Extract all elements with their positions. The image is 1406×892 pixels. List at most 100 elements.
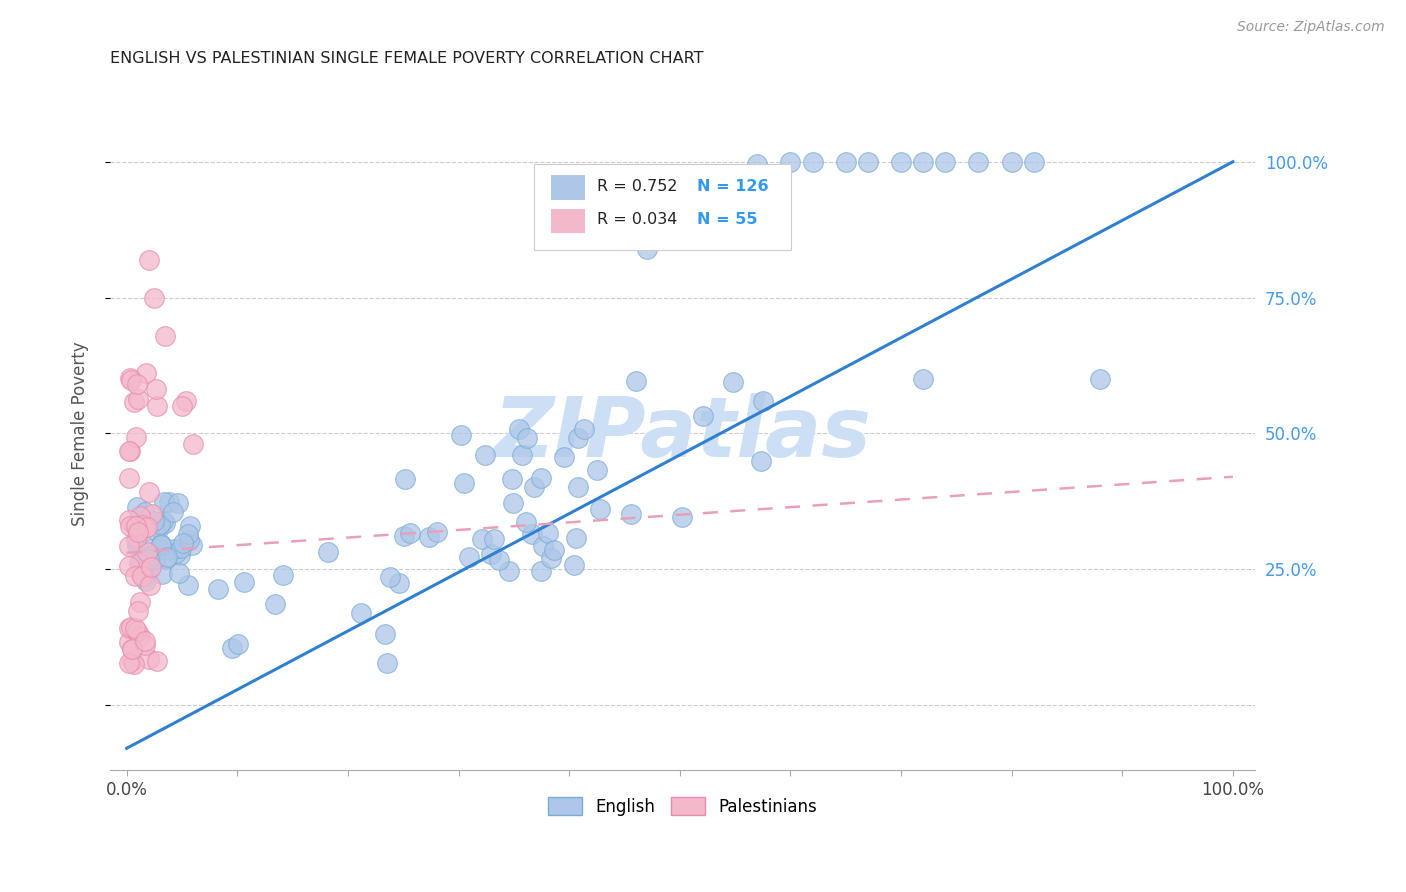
Point [318,545,340,559]
Point [166,496,188,510]
Point [170,399,193,413]
Point [747,157,769,171]
Point [169,548,191,562]
Point [143,291,166,305]
Point [165,546,187,560]
Point [122,657,145,672]
Point [375,656,398,670]
Text: N = 126: N = 126 [697,178,769,194]
Point [149,537,172,551]
Point [498,565,520,579]
Legend: English, Palestinians: English, Palestinians [541,791,824,822]
Point [172,536,194,550]
FancyBboxPatch shape [534,164,792,250]
Y-axis label: Single Female Poverty: Single Female Poverty [72,341,89,525]
Point [264,597,287,611]
Point [180,539,202,553]
Text: R = 0.034: R = 0.034 [596,212,678,227]
Point [120,443,142,458]
Point [553,450,575,465]
Point [129,558,152,572]
Point [723,376,745,390]
Point [134,505,156,519]
Point [450,427,472,442]
Point [562,558,585,573]
Point [453,476,475,491]
Point [135,574,157,588]
Point [162,505,184,519]
Point [501,472,523,486]
Point [457,550,479,565]
Point [912,154,935,169]
Point [752,393,775,408]
Point [522,526,544,541]
Point [156,550,179,565]
Point [118,519,141,533]
Point [139,578,162,592]
Point [120,373,142,387]
Point [138,552,160,566]
FancyBboxPatch shape [551,209,585,234]
Point [481,547,503,561]
Text: ZIPatlas: ZIPatlas [494,392,872,474]
Point [271,567,294,582]
Point [692,409,714,424]
Point [131,517,153,532]
Point [1001,154,1024,169]
Point [749,454,772,468]
Point [1022,154,1045,169]
Point [399,526,422,541]
Point [125,500,148,514]
Point [181,437,204,451]
Point [125,624,148,639]
Point [135,520,157,534]
Point [418,530,440,544]
Point [620,507,643,521]
Point [141,507,163,521]
Point [471,532,494,546]
Point [226,637,249,651]
Point [176,578,198,592]
Point [138,563,160,577]
Point [967,154,990,169]
Point [567,480,589,494]
Point [540,551,562,566]
Point [162,541,184,556]
Point [565,531,588,545]
Point [125,430,148,444]
Point [488,553,510,567]
Point [516,431,538,445]
Point [152,514,174,528]
Point [380,570,402,584]
Point [145,400,167,414]
Point [153,494,176,508]
Point [586,462,609,476]
Point [392,529,415,543]
Point [1088,372,1111,386]
Point [531,539,554,553]
Point [127,392,149,407]
Point [143,551,166,566]
Point [129,508,152,523]
Point [138,485,160,500]
Text: ENGLISH VS PALESTINIAN SINGLE FEMALE POVERTY CORRELATION CHART: ENGLISH VS PALESTINIAN SINGLE FEMALE POV… [110,51,703,66]
Point [127,377,149,392]
Point [176,526,198,541]
Point [537,525,560,540]
Point [134,638,156,652]
Point [124,569,146,583]
Point [128,629,150,643]
Point [120,371,142,385]
Point [150,566,173,581]
Point [350,606,373,620]
Point [121,642,143,657]
Point [145,654,167,668]
Point [394,471,416,485]
Point [530,471,553,485]
Point [138,652,160,666]
Point [118,444,141,458]
Point [145,383,167,397]
Point [512,448,534,462]
Point [508,422,530,436]
Point [118,621,141,635]
